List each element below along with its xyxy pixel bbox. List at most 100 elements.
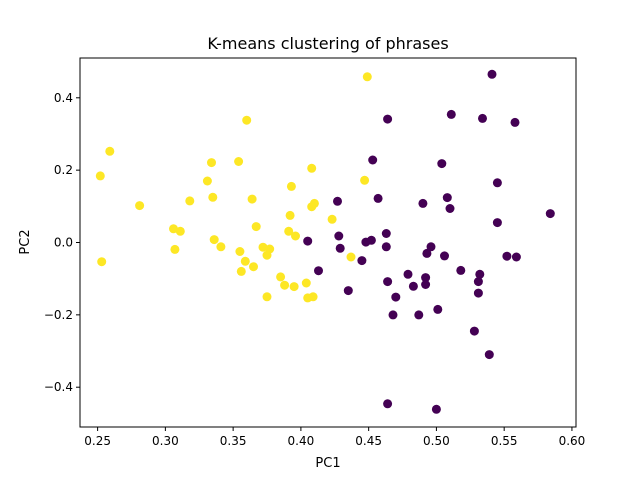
data-point [381, 229, 391, 238]
data-point [469, 326, 479, 336]
data-point [391, 292, 401, 302]
data-point [484, 350, 494, 360]
data-point [492, 178, 502, 188]
data-point [381, 242, 391, 252]
plot-area [80, 58, 576, 427]
data-point [284, 226, 294, 236]
data-point [135, 201, 145, 211]
data-point [276, 272, 286, 282]
data-point [473, 277, 483, 287]
data-point [346, 252, 356, 262]
x-tick-label: 0.50 [423, 434, 450, 448]
data-point [362, 72, 372, 82]
data-point [308, 292, 318, 302]
data-point [502, 251, 512, 261]
y-axis-label: PC2 [18, 229, 33, 254]
data-point [421, 273, 431, 283]
data-point [487, 69, 497, 79]
x-tick-label: 0.30 [152, 434, 179, 448]
data-point [343, 286, 353, 296]
data-point [445, 204, 455, 213]
data-point [97, 257, 107, 267]
x-tick-label: 0.60 [559, 434, 586, 448]
data-point [314, 266, 323, 276]
data-point [366, 235, 376, 245]
data-point [249, 262, 258, 272]
data-point [368, 155, 378, 165]
data-point [280, 280, 290, 290]
y-tick-label: −0.2 [44, 308, 73, 322]
data-point [303, 236, 313, 246]
y-tick-label: 0.2 [54, 163, 73, 177]
axes-layer: 0.25 0.30 0.35 0.40 0.45 0.50 0.55 0.60 −0.4 −0.2… [44, 91, 585, 448]
data-point [357, 256, 367, 266]
y-tick-label: 0.4 [54, 91, 73, 105]
data-point [105, 146, 115, 156]
data-point [235, 247, 245, 256]
chart-title: K-means clustering of phrases [207, 34, 448, 53]
data-point [426, 242, 436, 252]
data-point [240, 256, 250, 266]
data-point [478, 113, 487, 123]
data-point [475, 269, 485, 279]
data-point [170, 244, 180, 254]
data-point [383, 114, 393, 124]
data-point [208, 192, 218, 202]
data-point [169, 224, 178, 234]
data-point [335, 243, 345, 253]
data-point [437, 159, 447, 169]
x-tick-label: 0.25 [84, 434, 111, 448]
data-point [334, 231, 344, 241]
data-point [373, 193, 383, 203]
data-point [440, 251, 449, 261]
data-point [301, 278, 311, 288]
data-point [289, 282, 299, 292]
data-point [307, 163, 317, 173]
data-point [242, 115, 252, 125]
data-point [291, 231, 300, 241]
data-point [442, 193, 452, 203]
data-point [383, 277, 393, 287]
data-point [286, 181, 296, 191]
data-point [327, 214, 337, 224]
data-point [446, 109, 456, 119]
points-layer [95, 69, 555, 414]
data-point [510, 117, 520, 127]
data-point [207, 158, 216, 168]
x-tick-label: 0.55 [491, 434, 518, 448]
data-point [216, 242, 226, 252]
data-point [285, 210, 295, 220]
data-point [418, 198, 428, 208]
data-point [545, 209, 555, 219]
data-point [422, 248, 432, 258]
data-point [433, 304, 443, 314]
x-tick-label: 0.40 [288, 434, 315, 448]
data-point [333, 196, 342, 206]
data-point [456, 265, 466, 275]
data-point [414, 310, 424, 320]
data-point [408, 281, 418, 291]
data-point [251, 222, 261, 232]
data-point [234, 157, 244, 166]
data-point [236, 266, 246, 276]
data-point [95, 171, 105, 181]
data-point [431, 404, 441, 414]
data-point [492, 218, 502, 228]
data-point [209, 235, 219, 245]
data-point [175, 226, 185, 236]
x-tick-label: 0.45 [355, 434, 382, 448]
data-point [185, 196, 195, 206]
data-point [403, 269, 413, 279]
y-tick-label: −0.4 [44, 380, 73, 394]
plot-frame [79, 57, 577, 428]
data-point [309, 198, 319, 208]
data-point [421, 280, 431, 289]
x-tick-label: 0.35 [220, 434, 247, 448]
data-point [473, 288, 483, 298]
data-point [265, 244, 275, 254]
data-point [383, 399, 393, 409]
data-point [262, 292, 272, 302]
x-axis-label: PC1 [315, 456, 340, 471]
